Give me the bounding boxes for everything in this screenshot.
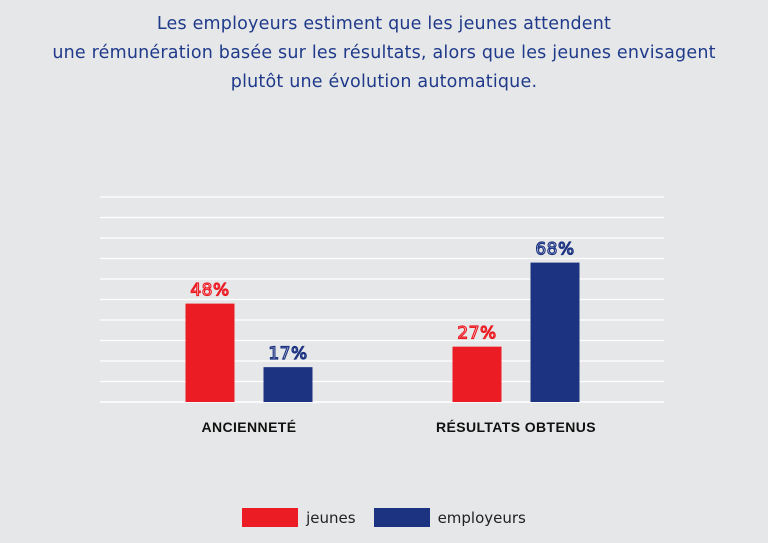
bar-employeurs bbox=[530, 262, 580, 402]
category-label: RÉSULTATS OBTENUS bbox=[436, 419, 596, 435]
chart-title-line: une rémunération basée sur les résultats… bbox=[52, 43, 716, 63]
chart-title-line: Les employeurs estiment que les jeunes a… bbox=[156, 14, 612, 34]
bar-jeunes bbox=[452, 346, 502, 402]
legend: jeunes employeurs bbox=[0, 508, 768, 527]
legend-label-employeurs: employeurs bbox=[437, 508, 526, 527]
legend-label-jeunes: jeunes bbox=[306, 508, 356, 527]
legend-item-employeurs: employeurs bbox=[373, 508, 526, 527]
chart-title: Les employeurs estiment que les jeunes a… bbox=[0, 10, 768, 97]
data-label-jeunes: 27% bbox=[457, 324, 496, 344]
legend-swatch-employeurs bbox=[373, 508, 430, 527]
data-label-employeurs: 17% bbox=[268, 344, 307, 364]
legend-item-jeunes: jeunes bbox=[242, 508, 356, 527]
data-label-employeurs: 68% bbox=[535, 240, 574, 260]
bar-jeunes bbox=[185, 303, 235, 402]
data-label-jeunes: 48% bbox=[190, 281, 229, 301]
chart-title-line: plutôt une évolution automatique. bbox=[230, 72, 538, 92]
legend-swatch-jeunes bbox=[242, 508, 299, 527]
category-label: ANCIENNETÉ bbox=[201, 419, 296, 435]
bar-employeurs bbox=[263, 367, 313, 402]
